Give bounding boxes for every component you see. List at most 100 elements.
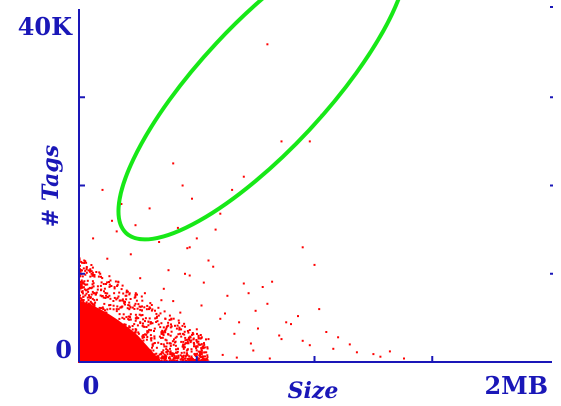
data-point	[139, 308, 142, 311]
data-point	[355, 351, 358, 354]
data-point	[122, 313, 125, 316]
data-point	[224, 312, 226, 315]
x-tick-label: 0	[83, 371, 100, 400]
data-point	[219, 317, 222, 320]
data-point	[96, 288, 99, 291]
data-point	[125, 298, 128, 301]
data-point	[235, 356, 238, 359]
data-point	[111, 345, 113, 348]
data-point	[87, 312, 90, 315]
data-point	[179, 311, 182, 314]
data-point	[207, 259, 210, 262]
data-points	[80, 43, 405, 361]
y-tick-label: 40K	[18, 12, 73, 41]
data-point	[92, 347, 95, 350]
data-point	[337, 336, 340, 339]
data-point	[219, 212, 222, 215]
data-point	[301, 339, 304, 342]
data-point	[214, 228, 217, 231]
data-point	[268, 357, 271, 360]
data-point	[125, 349, 128, 352]
data-point	[195, 328, 198, 331]
data-point	[313, 263, 316, 266]
data-point	[261, 286, 264, 288]
data-point	[186, 247, 189, 250]
data-point	[278, 334, 281, 337]
annotations	[116, 0, 409, 242]
data-point	[92, 237, 95, 240]
data-point	[148, 207, 151, 210]
data-point	[101, 323, 104, 326]
data-point	[242, 282, 245, 285]
data-point	[103, 335, 106, 338]
x-axis-title: Size	[288, 378, 339, 404]
data-point	[151, 354, 153, 357]
data-point	[101, 188, 104, 191]
data-point	[143, 292, 146, 295]
data-point	[115, 308, 118, 311]
data-point	[155, 316, 158, 319]
data-point	[285, 321, 288, 324]
data-point	[191, 197, 193, 200]
data-point	[129, 318, 132, 321]
data-point	[280, 338, 283, 341]
data-point	[242, 175, 245, 178]
data-point	[297, 315, 299, 318]
data-point	[233, 332, 236, 335]
data-point	[372, 353, 375, 356]
data-point	[188, 274, 191, 277]
data-point	[172, 162, 175, 165]
data-point	[96, 339, 99, 342]
data-point	[205, 351, 208, 354]
data-point	[134, 302, 137, 305]
data-point	[80, 358, 83, 361]
data-point	[308, 140, 311, 143]
data-point	[181, 184, 184, 187]
data-point	[332, 347, 335, 350]
data-point	[202, 281, 205, 284]
data-point	[266, 302, 269, 305]
data-point	[160, 299, 163, 302]
data-point	[254, 309, 257, 312]
data-point	[162, 343, 165, 346]
data-point	[231, 188, 234, 191]
x-tick-label: 2MB	[484, 371, 548, 400]
data-point	[82, 356, 85, 359]
data-point	[200, 304, 203, 307]
data-point	[120, 203, 123, 205]
data-point	[120, 326, 123, 329]
data-point	[174, 340, 177, 343]
data-point	[136, 337, 139, 340]
data-point	[207, 338, 210, 341]
data-point	[188, 246, 191, 249]
data-point	[127, 348, 130, 351]
data-point	[141, 324, 144, 327]
data-point	[176, 347, 179, 350]
highlight-ellipse	[116, 0, 409, 242]
data-point	[257, 327, 259, 330]
data-point	[111, 219, 113, 222]
data-point	[87, 353, 90, 356]
data-point	[195, 237, 198, 240]
y-tick-label: 0	[55, 335, 72, 364]
data-point	[226, 294, 229, 297]
data-point	[379, 355, 382, 358]
data-point	[89, 342, 92, 345]
data-point	[106, 257, 109, 260]
data-point	[160, 322, 163, 325]
data-point	[167, 269, 170, 272]
data-point	[318, 308, 321, 311]
data-point	[301, 246, 304, 249]
data-point	[238, 321, 241, 324]
data-point	[221, 353, 224, 356]
data-point	[153, 335, 156, 338]
data-point	[184, 272, 186, 275]
data-point	[132, 331, 135, 334]
data-point	[115, 230, 118, 233]
data-point	[134, 224, 137, 227]
data-point	[252, 349, 255, 352]
data-point	[290, 323, 292, 326]
data-point	[348, 343, 351, 346]
